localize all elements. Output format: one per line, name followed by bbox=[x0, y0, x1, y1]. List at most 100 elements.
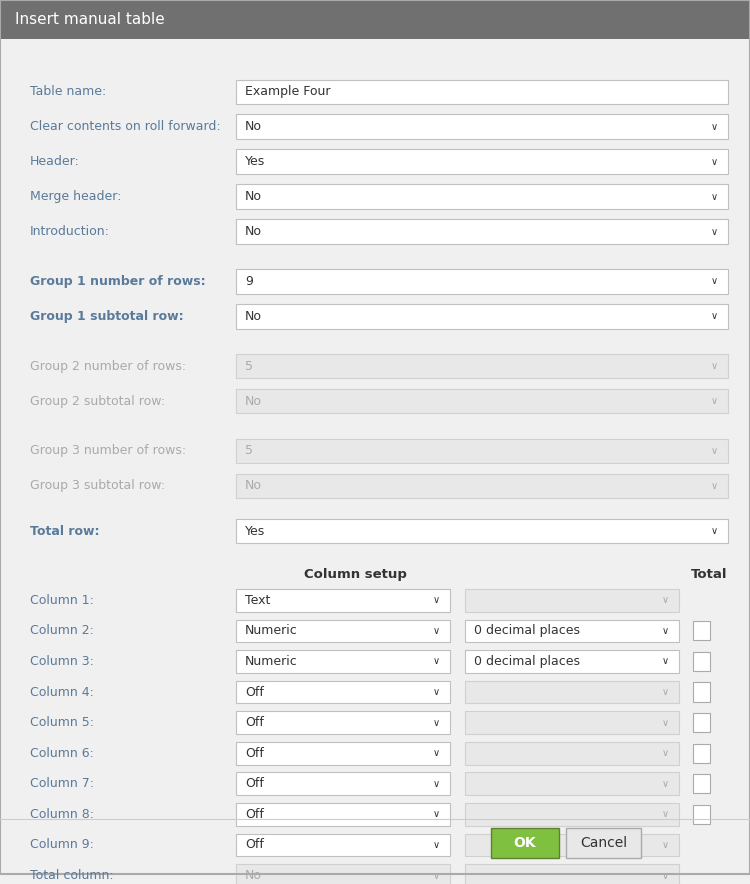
Text: ∨: ∨ bbox=[710, 526, 718, 537]
Text: Off: Off bbox=[245, 838, 264, 851]
Text: 0 decimal places: 0 decimal places bbox=[474, 655, 580, 668]
FancyBboxPatch shape bbox=[465, 712, 679, 734]
Text: No: No bbox=[245, 869, 262, 882]
FancyBboxPatch shape bbox=[465, 865, 679, 884]
FancyBboxPatch shape bbox=[465, 589, 679, 612]
Text: No: No bbox=[245, 394, 262, 408]
Text: ∨: ∨ bbox=[433, 779, 440, 789]
Text: ∨: ∨ bbox=[710, 226, 718, 237]
FancyBboxPatch shape bbox=[236, 519, 728, 544]
FancyBboxPatch shape bbox=[693, 774, 709, 794]
Text: ∨: ∨ bbox=[710, 311, 718, 321]
Text: ∨: ∨ bbox=[662, 840, 669, 850]
Text: ∨: ∨ bbox=[710, 446, 718, 456]
Text: No: No bbox=[245, 225, 262, 238]
FancyBboxPatch shape bbox=[693, 652, 709, 671]
Text: Total: Total bbox=[691, 568, 728, 581]
FancyBboxPatch shape bbox=[465, 681, 679, 704]
Text: Column 7:: Column 7: bbox=[30, 777, 94, 790]
Text: Off: Off bbox=[245, 808, 264, 821]
Text: ∨: ∨ bbox=[662, 687, 669, 697]
Text: Column 1:: Column 1: bbox=[30, 594, 94, 606]
FancyBboxPatch shape bbox=[465, 773, 679, 795]
FancyBboxPatch shape bbox=[465, 650, 679, 673]
FancyBboxPatch shape bbox=[236, 773, 450, 795]
Text: ∨: ∨ bbox=[710, 396, 718, 406]
FancyBboxPatch shape bbox=[236, 114, 728, 139]
FancyBboxPatch shape bbox=[465, 620, 679, 643]
FancyBboxPatch shape bbox=[236, 834, 450, 857]
Text: No: No bbox=[245, 120, 262, 133]
Text: Column 5:: Column 5: bbox=[30, 716, 94, 729]
FancyBboxPatch shape bbox=[693, 804, 709, 824]
FancyBboxPatch shape bbox=[236, 219, 728, 244]
Text: Table name:: Table name: bbox=[30, 85, 106, 98]
Text: ∨: ∨ bbox=[433, 657, 440, 667]
Text: ∨: ∨ bbox=[662, 871, 669, 880]
Text: ∨: ∨ bbox=[662, 779, 669, 789]
Text: Column setup: Column setup bbox=[304, 568, 406, 581]
FancyBboxPatch shape bbox=[236, 742, 450, 765]
Text: OK: OK bbox=[514, 836, 536, 850]
Text: ∨: ∨ bbox=[710, 192, 718, 202]
Text: Group 2 subtotal row:: Group 2 subtotal row: bbox=[30, 394, 165, 408]
FancyBboxPatch shape bbox=[236, 803, 450, 826]
Text: Clear contents on roll forward:: Clear contents on roll forward: bbox=[30, 120, 220, 133]
Text: No: No bbox=[245, 309, 262, 323]
FancyBboxPatch shape bbox=[236, 620, 450, 643]
FancyBboxPatch shape bbox=[236, 865, 450, 884]
FancyBboxPatch shape bbox=[465, 742, 679, 765]
Text: 5: 5 bbox=[245, 360, 254, 373]
Text: ∨: ∨ bbox=[433, 687, 440, 697]
Text: 5: 5 bbox=[245, 445, 254, 457]
Text: Example Four: Example Four bbox=[245, 85, 331, 98]
FancyBboxPatch shape bbox=[236, 269, 728, 293]
Text: ∨: ∨ bbox=[662, 718, 669, 728]
Text: ∨: ∨ bbox=[433, 871, 440, 880]
Text: Column 9:: Column 9: bbox=[30, 838, 94, 851]
Text: Insert manual table: Insert manual table bbox=[15, 12, 165, 27]
Text: Text: Text bbox=[245, 594, 271, 606]
Text: Column 2:: Column 2: bbox=[30, 624, 94, 637]
Text: ∨: ∨ bbox=[433, 748, 440, 758]
Text: ∨: ∨ bbox=[662, 748, 669, 758]
Text: Group 3 subtotal row:: Group 3 subtotal row: bbox=[30, 479, 165, 492]
Text: Total row:: Total row: bbox=[30, 525, 100, 537]
FancyBboxPatch shape bbox=[236, 149, 728, 174]
Text: Group 3 number of rows:: Group 3 number of rows: bbox=[30, 445, 186, 457]
FancyBboxPatch shape bbox=[566, 828, 641, 858]
FancyBboxPatch shape bbox=[0, 0, 750, 39]
Text: ∨: ∨ bbox=[710, 277, 718, 286]
Text: Group 1 number of rows:: Group 1 number of rows: bbox=[30, 275, 206, 288]
FancyBboxPatch shape bbox=[236, 474, 728, 498]
Text: ∨: ∨ bbox=[662, 657, 669, 667]
FancyBboxPatch shape bbox=[693, 743, 709, 763]
Text: Off: Off bbox=[245, 777, 264, 790]
FancyBboxPatch shape bbox=[236, 681, 450, 704]
Text: 9: 9 bbox=[245, 275, 253, 288]
Text: Column 8:: Column 8: bbox=[30, 808, 94, 821]
FancyBboxPatch shape bbox=[465, 834, 679, 857]
Text: ∨: ∨ bbox=[433, 595, 440, 606]
Text: Group 1 subtotal row:: Group 1 subtotal row: bbox=[30, 309, 184, 323]
Text: ∨: ∨ bbox=[710, 362, 718, 371]
Text: Column 4:: Column 4: bbox=[30, 685, 94, 698]
FancyBboxPatch shape bbox=[236, 712, 450, 734]
Text: Introduction:: Introduction: bbox=[30, 225, 109, 238]
Text: Column 6:: Column 6: bbox=[30, 747, 94, 759]
FancyBboxPatch shape bbox=[236, 650, 450, 673]
Text: Group 2 number of rows:: Group 2 number of rows: bbox=[30, 360, 186, 373]
Text: Total column:: Total column: bbox=[30, 869, 114, 882]
FancyBboxPatch shape bbox=[491, 828, 559, 858]
Text: ∨: ∨ bbox=[710, 122, 718, 132]
Text: ∨: ∨ bbox=[433, 718, 440, 728]
Text: ∨: ∨ bbox=[662, 595, 669, 606]
FancyBboxPatch shape bbox=[465, 803, 679, 826]
FancyBboxPatch shape bbox=[693, 682, 709, 702]
Text: Yes: Yes bbox=[245, 525, 266, 537]
Text: Column 3:: Column 3: bbox=[30, 655, 94, 668]
Text: Off: Off bbox=[245, 685, 264, 698]
Text: Off: Off bbox=[245, 747, 264, 759]
Text: ∨: ∨ bbox=[662, 810, 669, 819]
Text: ∨: ∨ bbox=[710, 156, 718, 167]
